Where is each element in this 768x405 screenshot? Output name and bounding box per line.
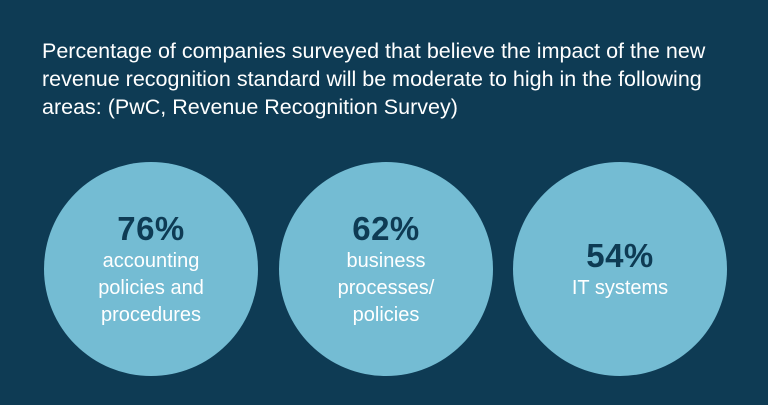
- stat-label-line: policies and: [98, 276, 204, 299]
- heading-line: revenue recognition standard will be mod…: [42, 67, 702, 91]
- stat-label: IT systems: [572, 275, 668, 302]
- stat-label-line: business: [346, 249, 426, 272]
- heading-line: areas: (PwC, Revenue Recognition Survey): [42, 95, 458, 119]
- stat-value: 62%: [352, 209, 420, 247]
- stat-value: 76%: [117, 209, 185, 247]
- heading-line: Percentage of companies surveyed that be…: [42, 39, 706, 63]
- infographic-heading: Percentage of companies surveyed that be…: [42, 37, 742, 121]
- stat-label-line: procedures: [100, 303, 202, 326]
- stat-circle-accounting: 76% accounting policies and procedures: [44, 162, 258, 376]
- stat-value: 54%: [586, 236, 654, 274]
- stat-label-line: processes/: [337, 276, 435, 299]
- stat-label-line: policies: [352, 303, 420, 326]
- stat-circle-business-processes: 62% business processes/ policies: [279, 162, 493, 376]
- stat-label-line: IT systems: [571, 276, 669, 299]
- stat-label: accounting policies and procedures: [98, 248, 204, 329]
- stat-label: business processes/ policies: [338, 248, 435, 329]
- stat-circle-it-systems: 54% IT systems: [513, 162, 727, 376]
- stat-label-line: accounting: [102, 249, 200, 272]
